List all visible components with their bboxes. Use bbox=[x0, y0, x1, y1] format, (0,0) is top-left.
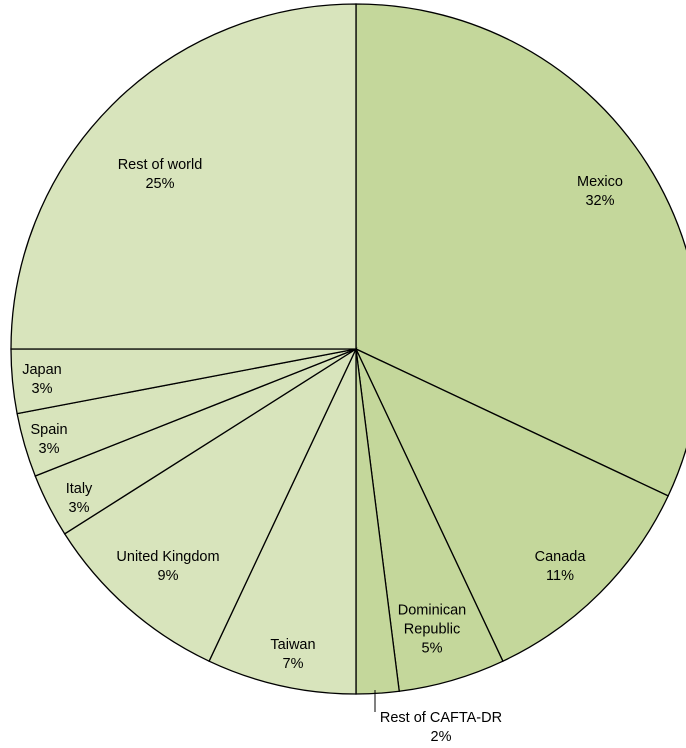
slice-name: Spain bbox=[30, 422, 68, 438]
pie-slice bbox=[354, 347, 670, 663]
pie-slice bbox=[10, 3, 357, 350]
pie-slice bbox=[355, 3, 686, 497]
slice-label: Italy 3% bbox=[39, 480, 119, 518]
slice-name: Japan bbox=[22, 362, 62, 378]
pie-slice bbox=[208, 348, 357, 695]
slice-name: United Kingdom bbox=[116, 549, 220, 565]
slice-value: 9% bbox=[157, 568, 179, 584]
slice-label: Rest of world 25% bbox=[80, 156, 240, 194]
slice-name: Italy bbox=[65, 481, 93, 497]
slice-value: 7% bbox=[282, 656, 304, 672]
pie-slice bbox=[63, 347, 358, 663]
slice-label: Dominican Republic 5% bbox=[387, 602, 477, 659]
slice-label: Japan 3% bbox=[2, 361, 82, 399]
slice-label: United Kingdom 9% bbox=[88, 548, 248, 586]
slice-value: 3% bbox=[38, 441, 60, 457]
slice-value: 25% bbox=[145, 176, 175, 192]
slice-label: Mexico 32% bbox=[540, 173, 660, 211]
slice-value: 3% bbox=[31, 381, 53, 397]
slice-name: Dominican Republic bbox=[397, 602, 467, 638]
slice-value: 2% bbox=[430, 729, 452, 745]
slice-label: Spain 3% bbox=[9, 421, 89, 459]
slice-name: Rest of world bbox=[117, 157, 203, 173]
slice-value: 32% bbox=[585, 193, 615, 209]
slice-value: 3% bbox=[68, 500, 90, 516]
slice-label: Taiwan 7% bbox=[233, 636, 353, 674]
slice-label: Canada 11% bbox=[500, 548, 620, 586]
slice-name: Taiwan bbox=[270, 637, 316, 653]
slice-value: 5% bbox=[421, 640, 443, 657]
slice-name: Mexico bbox=[577, 174, 623, 190]
slice-label: Rest of CAFTA-DR 2% bbox=[341, 709, 541, 747]
slice-name: Rest of CAFTA-DR bbox=[379, 710, 503, 726]
slice-value: 11% bbox=[546, 568, 574, 584]
slice-name: Canada bbox=[534, 549, 586, 565]
